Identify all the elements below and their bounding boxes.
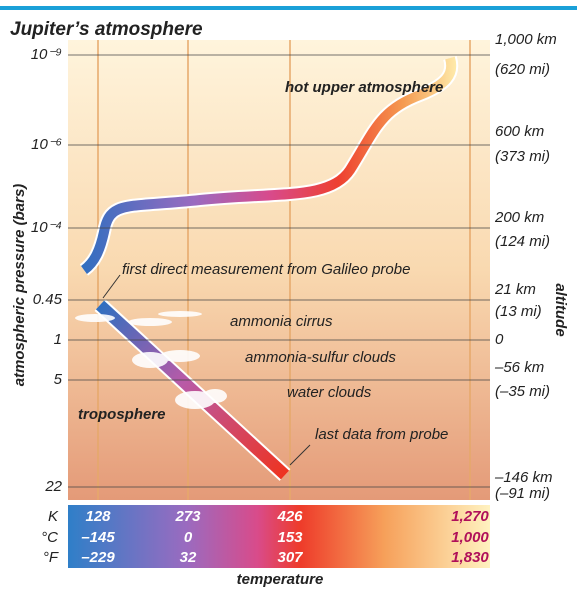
y-axis-title: atmospheric pressure (bars) [11, 184, 28, 387]
annotation: water clouds [287, 384, 372, 401]
temperature-value: 307 [277, 549, 303, 566]
altitude-label: 21 km [494, 281, 536, 298]
altitude-label: (–35 mi) [495, 383, 550, 400]
pressure-label: 22 [44, 478, 62, 495]
clouds [75, 311, 227, 409]
altitude-label: 0 [495, 331, 504, 348]
temperature-value: 153 [277, 529, 303, 546]
temperature-value: 32 [180, 549, 197, 566]
labels: Jupiter’s atmosphere atmospheric pressure… [10, 19, 569, 588]
pointers [102, 274, 311, 466]
temperature-value: 1,000 [451, 529, 489, 546]
temperature-value: –145 [81, 529, 115, 546]
altitude-label: –146 km [494, 469, 553, 486]
temperature-title: temperature [237, 571, 324, 588]
altitude-label: (124 mi) [495, 233, 550, 250]
pressure-label: 0.45 [33, 291, 63, 308]
temperature-value: 0 [184, 529, 193, 546]
pressure-label: 10⁻⁴ [31, 219, 62, 236]
title: Jupiter’s atmosphere [10, 19, 203, 40]
altitude-label: 1,000 km [495, 31, 557, 48]
altitude-label: 600 km [495, 123, 544, 140]
altitude-label: 200 km [494, 209, 544, 226]
temperature-value: 426 [276, 508, 303, 525]
temperature-value: 128 [85, 508, 111, 525]
pressure-label: 5 [54, 371, 63, 388]
pressure-label: 1 [54, 331, 62, 348]
annotation: last data from probe [315, 426, 448, 443]
pressure-label: 10⁻⁶ [31, 136, 62, 153]
altitude-label: (–91 mi) [495, 485, 550, 502]
temperature-lines [97, 40, 471, 500]
temperature-value: 1,830 [451, 549, 489, 566]
temperature-value: 1,270 [451, 508, 489, 525]
temperature-value: –229 [81, 549, 115, 566]
altitude-label: (620 mi) [495, 61, 550, 78]
altitude-label: (373 mi) [495, 148, 550, 165]
right-axis-title: altitude [552, 283, 569, 336]
annotation: ammonia cirrus [230, 313, 333, 330]
unit-label: °F [43, 549, 59, 566]
temperature-value: 273 [174, 508, 201, 525]
altitude-label: –56 km [494, 359, 544, 376]
annotation: first direct measurement from Galileo pr… [122, 261, 410, 278]
temperature-bar [68, 505, 490, 568]
annotation: troposphere [78, 406, 166, 423]
curve [79, 56, 459, 481]
annotation: ammonia-sulfur clouds [245, 349, 396, 366]
pressure-label: 10⁻⁹ [31, 46, 62, 63]
unit-label: °C [41, 529, 58, 546]
altitude-label: (13 mi) [495, 303, 542, 320]
annotation: hot upper atmosphere [285, 79, 443, 96]
plot-background [68, 40, 490, 500]
unit-label: K [48, 508, 59, 525]
